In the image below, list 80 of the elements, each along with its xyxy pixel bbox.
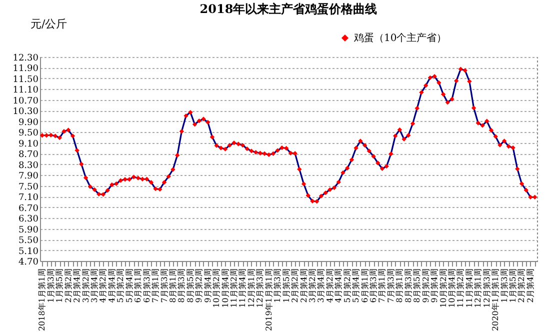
x-tick-label: 10月第2周 [212, 268, 222, 308]
x-tick-label: 1月第3周 [500, 268, 509, 303]
x-tick-label: 7月第3周 [160, 268, 169, 303]
chart-title: 2018年以来主产省鸡蛋价格曲线 [200, 2, 378, 16]
x-tick-label: 11月第2周 [230, 268, 239, 308]
y-tick-label: 12.30 [12, 54, 39, 64]
x-tick-label: 6月第1周 [134, 268, 143, 303]
x-tick-label: 12月第1周 [474, 268, 483, 308]
x-tick-label: 2月第4周 [526, 268, 535, 303]
y-tick-label: 7.50 [18, 182, 39, 192]
y-tick-label: 5.50 [18, 236, 39, 246]
y-tick-label: 7.10 [18, 193, 39, 204]
x-tick-label: 3月第4周 [90, 268, 99, 303]
x-tick-label: 1月第5周 [55, 268, 64, 303]
y-tick-label: 4.70 [18, 258, 39, 268]
x-tick-label: 2020年1月第1周 [491, 268, 500, 332]
x-tick-label: 6月第3周 [369, 268, 378, 303]
x-tick-label: 10月第2周 [438, 268, 448, 308]
x-tick-label: 10月第4周 [447, 268, 456, 308]
x-tick-label: 1月第3周 [46, 268, 56, 303]
x-tick-label: 11月第4周 [464, 268, 474, 308]
y-tick-label: 8.70 [18, 150, 39, 160]
y-tick-label: 8.30 [18, 160, 39, 171]
x-tick-label: 7月第3周 [386, 268, 396, 303]
x-tick-label: 2019年1月第1周 [264, 268, 274, 332]
x-tick-label: 1月第5周 [282, 268, 291, 303]
x-tick-label: 4月第2周 [325, 268, 334, 303]
x-tick-label: 5月第4周 [124, 268, 134, 303]
x-tick-label: 3月第4周 [316, 268, 326, 303]
x-tick-label: 2月第2周 [64, 268, 73, 303]
x-tick-label: 7月第1周 [378, 268, 387, 303]
x-tick-label: 5月第2周 [116, 268, 126, 303]
y-tick-label: 7.90 [18, 172, 39, 182]
x-tick-label: 12月第3周 [482, 268, 492, 308]
y-tick-label: 11.90 [12, 64, 39, 74]
y-tick-label: 6.70 [18, 204, 39, 214]
x-tick-label: 2月第4周 [299, 268, 308, 303]
y-tick-label: 5.90 [18, 225, 39, 236]
x-tick-label: 2月第2周 [290, 268, 300, 303]
x-tick-label: 4月第4周 [107, 268, 116, 303]
x-tick-label: 5月第4周 [352, 268, 361, 303]
x-tick-label: 12月第3周 [256, 268, 265, 308]
x-tick-label: 2月第2周 [517, 268, 526, 303]
x-tick-label: 9月第2周 [421, 268, 430, 303]
y-tick-label: 5.10 [18, 246, 39, 257]
x-tick-label: 2018年1月第1周 [38, 268, 47, 332]
legend-label: 鸡蛋（10个主产省） [353, 32, 447, 44]
x-tick-label: 8月第3周 [177, 268, 186, 303]
x-tick-label: 7月第1周 [151, 268, 160, 303]
x-tick-label: 4月第4周 [334, 268, 344, 303]
x-tick-label: 1月第5周 [508, 268, 518, 303]
x-tick-label: 3月第2周 [81, 268, 90, 303]
x-tick-label: 10月第4周 [220, 268, 230, 308]
y-tick-label: 9.50 [18, 128, 39, 139]
x-tick-label: 6月第3周 [142, 268, 152, 303]
y-tick-label: 11.10 [12, 86, 39, 96]
x-tick-label: 6月第1周 [360, 268, 370, 303]
x-tick-label: 1月第3周 [273, 268, 282, 303]
x-tick-label: 8月第1周 [168, 268, 178, 303]
x-tick-label: 3月第2周 [308, 268, 317, 303]
x-tick-label: 2月第4周 [72, 268, 82, 303]
x-tick-label: 8月第3周 [404, 268, 413, 303]
x-tick-label: 8月第5周 [412, 268, 422, 303]
y-tick-label: 11.50 [12, 74, 39, 85]
x-tick-label: 9月第4周 [430, 268, 440, 303]
y-tick-label: 10.30 [12, 107, 39, 118]
x-tick-label: 8月第1周 [395, 268, 404, 303]
x-tick-label: 5月第2周 [342, 268, 352, 303]
x-tick-label: 8月第5周 [186, 268, 195, 303]
y-tick-label: 10.70 [12, 96, 39, 106]
x-tick-label: 11月第4周 [238, 268, 248, 308]
x-tick-label: 9月第2周 [194, 268, 204, 303]
y-axis-title: 元/公斤 [30, 18, 68, 30]
x-tick-label: 12月第1周 [246, 268, 256, 308]
y-tick-label: 9.90 [18, 118, 39, 128]
x-tick-label: 4月第2周 [98, 268, 108, 303]
y-tick-label: 6.30 [18, 214, 39, 225]
y-tick-label: 9.10 [18, 139, 39, 150]
x-tick-label: 11月第2周 [456, 268, 466, 308]
x-tick-label: 9月第4周 [203, 268, 212, 303]
